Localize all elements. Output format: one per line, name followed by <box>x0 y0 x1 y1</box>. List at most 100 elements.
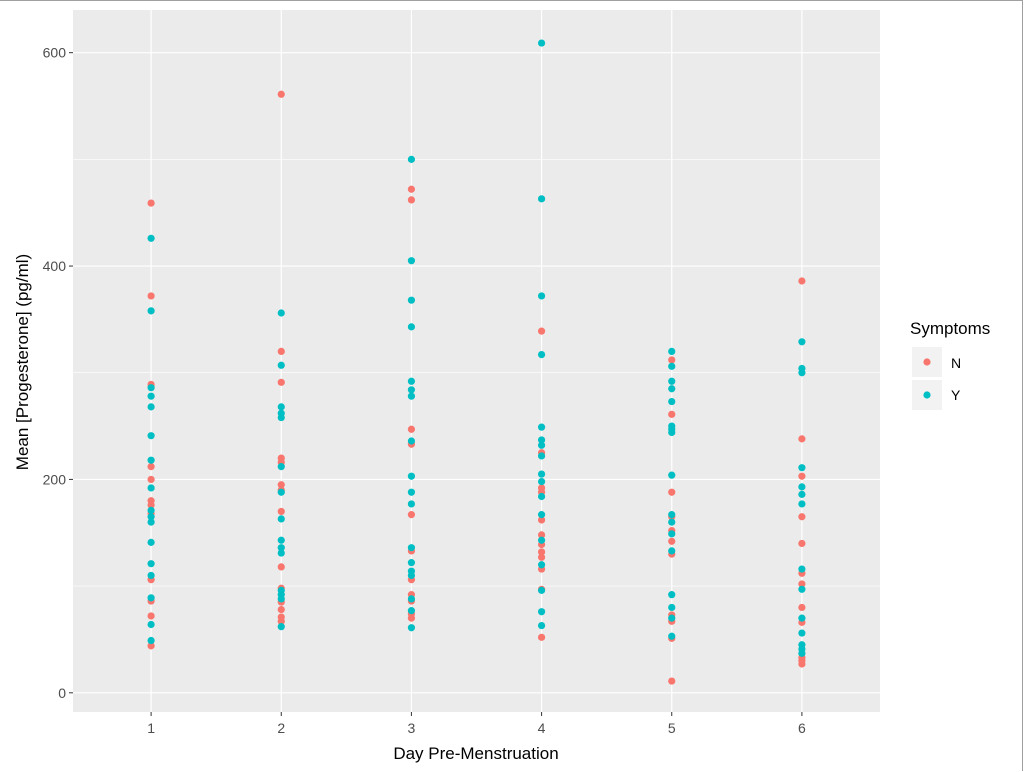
data-point-y <box>798 629 806 637</box>
data-point-n <box>668 677 676 685</box>
data-point-y <box>147 432 155 440</box>
legend-marker-y <box>923 391 931 399</box>
data-point-n <box>147 199 155 207</box>
data-point-n <box>407 196 416 204</box>
data-point-y <box>407 624 416 632</box>
x-tick-label: 4 <box>538 720 546 736</box>
data-point-y <box>147 384 155 392</box>
data-point-y <box>668 530 676 538</box>
data-point-n <box>798 277 806 285</box>
data-point-n <box>277 507 285 516</box>
data-point-y <box>798 565 806 573</box>
data-point-n <box>537 548 546 556</box>
data-point-y <box>537 586 546 594</box>
data-point-n <box>798 435 806 443</box>
data-point-y <box>407 488 416 496</box>
data-point-n <box>147 642 155 650</box>
data-point-y <box>537 39 546 47</box>
x-tick-label: 6 <box>798 720 806 736</box>
data-point-y <box>277 361 285 369</box>
data-point-n <box>147 463 155 471</box>
x-tick-label: 1 <box>147 720 155 736</box>
data-point-n <box>407 425 416 433</box>
legend-marker-n <box>923 358 931 366</box>
data-point-n <box>537 327 546 335</box>
data-point-y <box>407 257 416 265</box>
data-point-y <box>277 595 285 603</box>
data-point-n <box>407 185 416 193</box>
data-point-n <box>277 605 285 614</box>
y-tick-label: 600 <box>43 45 67 61</box>
data-point-y <box>407 571 416 580</box>
data-point-n <box>537 633 546 641</box>
data-point-n <box>798 580 806 588</box>
data-point-y <box>668 362 676 370</box>
data-point-y <box>537 423 546 431</box>
data-point-y <box>147 484 155 492</box>
data-point-y <box>407 323 416 331</box>
data-point-y <box>537 436 546 444</box>
data-point-y <box>668 614 676 622</box>
y-tick-label: 0 <box>58 685 66 701</box>
data-point-y <box>798 369 806 377</box>
y-tick-label: 400 <box>43 258 67 274</box>
data-point-y <box>147 513 155 521</box>
data-point-n <box>798 603 806 612</box>
data-point-y <box>407 472 416 480</box>
y-tick-label: 200 <box>43 471 67 487</box>
data-point-y <box>537 477 546 486</box>
data-point-y <box>798 614 806 622</box>
data-point-y <box>147 456 155 464</box>
data-point-y <box>668 397 676 406</box>
data-point-n <box>407 511 416 519</box>
x-tick-label: 3 <box>408 720 416 736</box>
data-point-y <box>147 620 155 629</box>
data-point-y <box>277 413 285 422</box>
data-point-y <box>147 392 155 400</box>
x-axis-title: Day Pre-Menstruation <box>393 744 558 763</box>
data-point-y <box>668 347 676 355</box>
data-point-y <box>537 292 546 300</box>
data-point-y <box>537 492 546 501</box>
data-point-y <box>277 549 285 557</box>
data-point-n <box>798 513 806 521</box>
legend-label-n: N <box>951 355 961 371</box>
data-point-y <box>277 463 285 471</box>
data-point-y <box>798 464 806 472</box>
data-point-n <box>277 481 285 489</box>
data-point-y <box>407 559 416 567</box>
data-point-y <box>537 195 546 203</box>
data-point-y <box>668 377 676 385</box>
data-point-y <box>147 560 155 568</box>
data-point-n <box>277 347 285 355</box>
data-point-y <box>407 155 416 163</box>
data-point-n <box>277 378 285 386</box>
data-point-y <box>147 538 155 546</box>
data-point-y <box>147 307 155 315</box>
data-point-y <box>668 471 676 479</box>
data-point-n <box>798 472 806 480</box>
data-point-n <box>537 553 546 561</box>
data-point-y <box>537 452 546 460</box>
data-point-y <box>277 536 285 544</box>
data-point-n <box>407 614 416 622</box>
data-point-y <box>277 403 285 411</box>
data-point-y <box>668 518 676 526</box>
data-point-y <box>277 309 285 317</box>
data-point-y <box>147 571 155 580</box>
data-point-y <box>537 441 546 449</box>
data-point-n <box>147 292 155 300</box>
data-point-y <box>668 511 676 519</box>
legend-label-y: Y <box>951 387 961 403</box>
data-point-n <box>277 90 285 98</box>
data-point-n <box>277 563 285 571</box>
data-point-y <box>668 428 676 437</box>
data-point-n <box>798 660 806 668</box>
data-point-y <box>407 377 416 385</box>
data-point-n <box>668 410 676 418</box>
data-point-y <box>407 392 416 400</box>
data-point-y <box>407 544 416 552</box>
data-point-y <box>668 591 676 599</box>
data-point-y <box>798 483 806 491</box>
data-point-n <box>668 356 676 364</box>
